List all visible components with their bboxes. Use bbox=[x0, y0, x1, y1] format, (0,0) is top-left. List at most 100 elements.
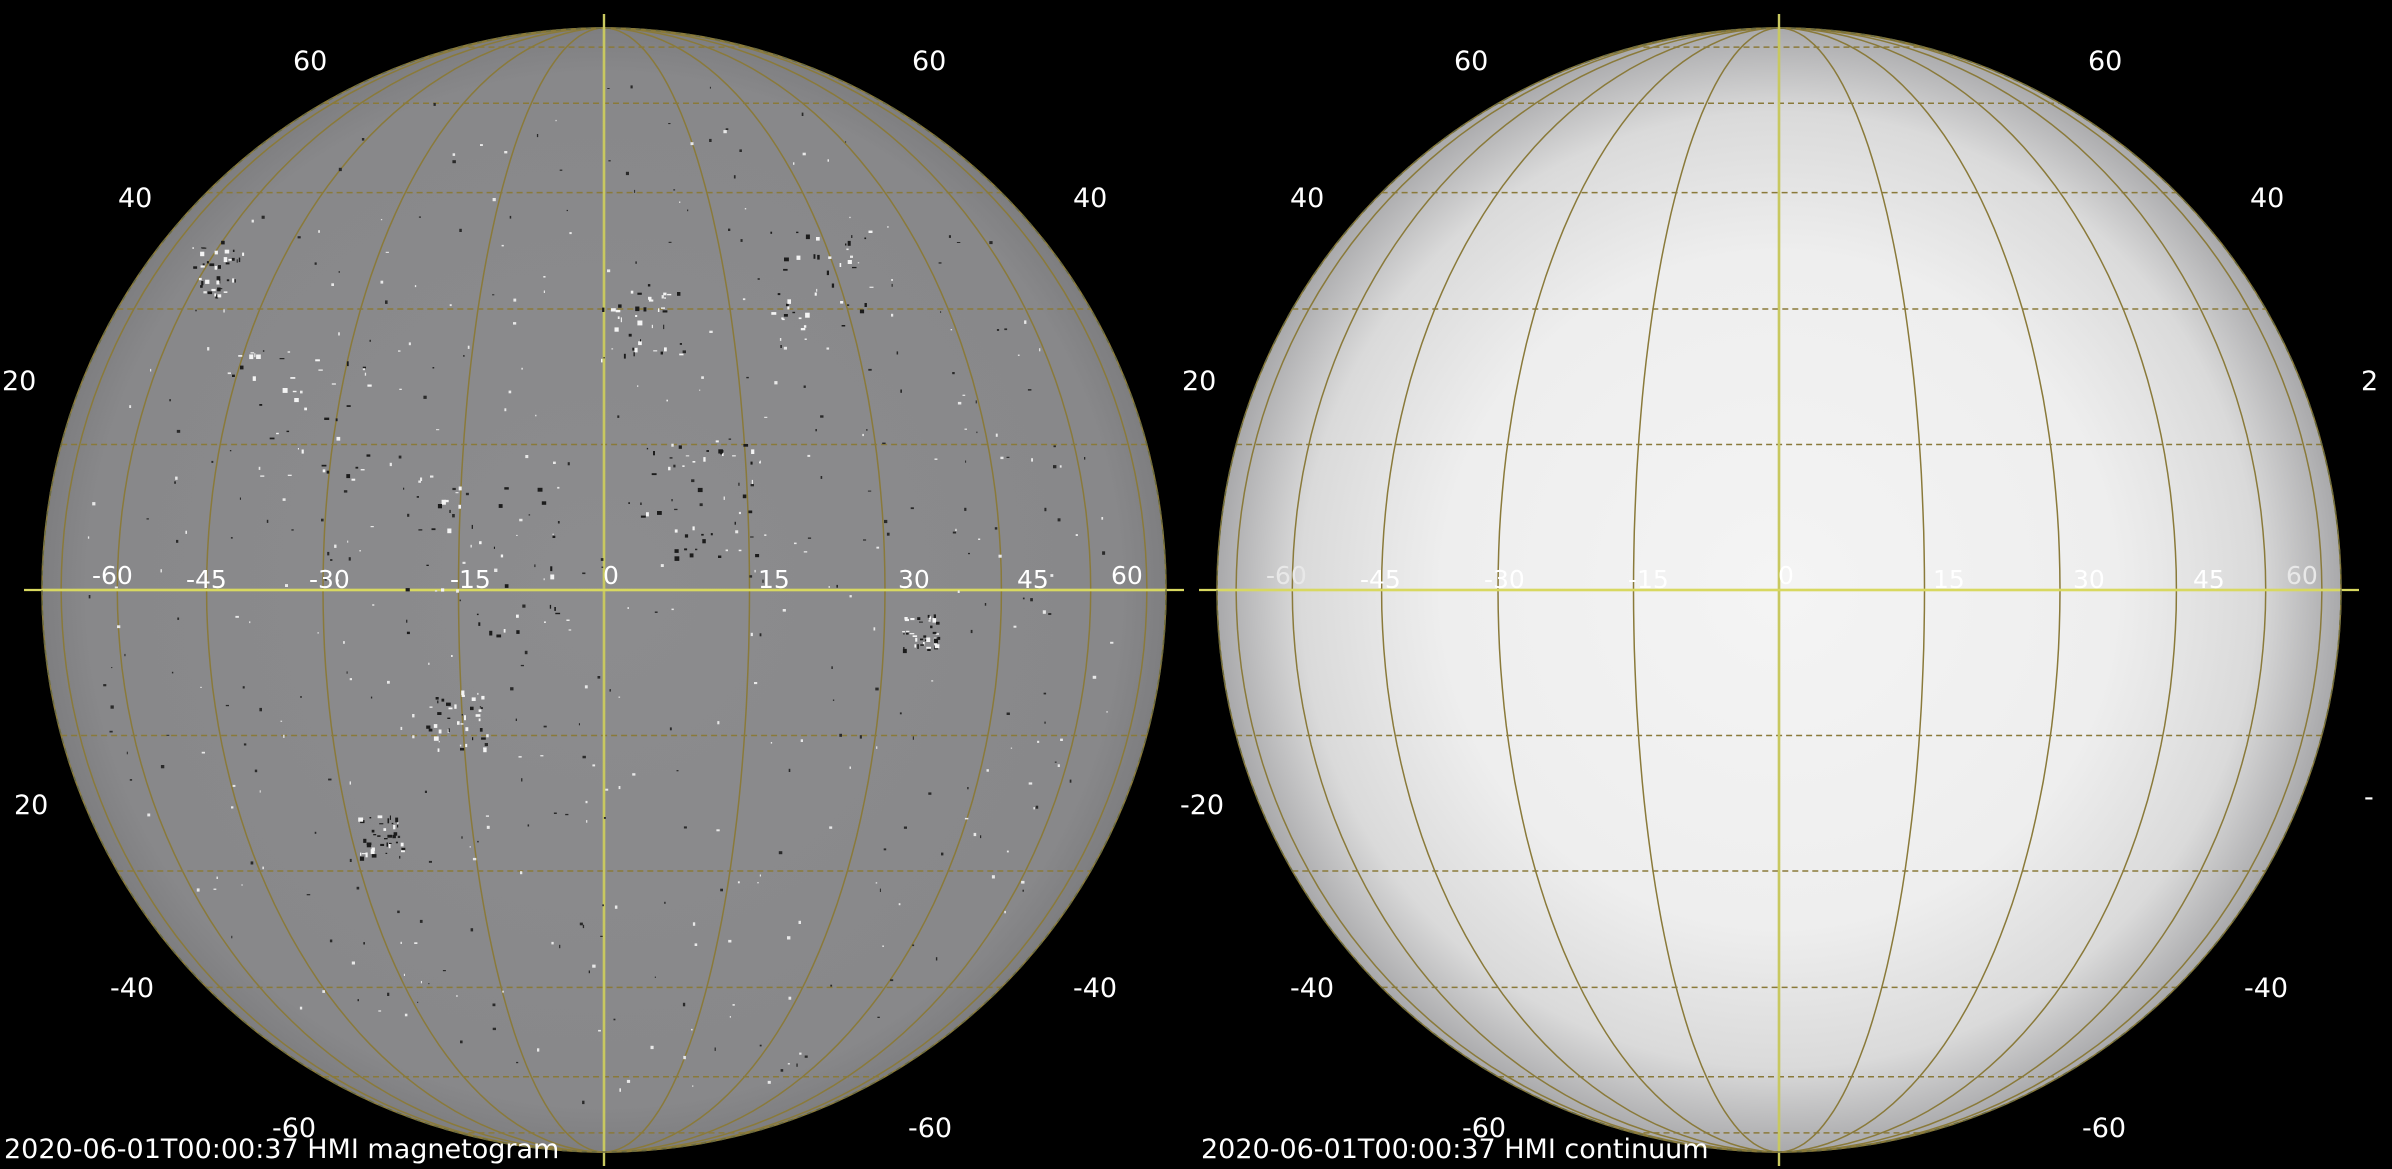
magnetic-feature bbox=[448, 707, 453, 710]
magnetic-feature bbox=[467, 345, 470, 349]
continuum-caption: 2020-06-01T00:00:37 HMI continuum bbox=[1201, 1134, 1709, 1165]
magnetic-feature bbox=[1044, 721, 1046, 724]
magnetic-feature bbox=[471, 697, 476, 701]
magnetic-feature bbox=[1075, 534, 1078, 536]
magnetic-feature bbox=[543, 276, 546, 278]
magnetic-feature bbox=[201, 751, 205, 754]
magnetic-feature bbox=[814, 292, 817, 296]
magnetic-feature bbox=[484, 743, 488, 747]
magnetic-feature bbox=[788, 768, 791, 772]
magnetic-feature bbox=[602, 307, 605, 312]
magnetic-feature bbox=[552, 535, 556, 538]
magnetic-feature bbox=[528, 514, 531, 516]
magnetic-feature bbox=[718, 555, 722, 558]
magnetic-feature bbox=[816, 237, 820, 241]
magnetic-feature bbox=[521, 367, 523, 370]
magnetic-feature bbox=[859, 735, 862, 739]
magnetic-feature bbox=[428, 728, 433, 732]
magnetic-feature bbox=[906, 632, 909, 635]
magnetic-feature bbox=[486, 734, 489, 738]
magnetic-feature bbox=[385, 251, 389, 253]
magnetic-feature bbox=[406, 631, 410, 635]
magnetic-feature bbox=[493, 546, 495, 549]
magnetic-feature bbox=[348, 557, 351, 561]
lon-label-minus30: -30 bbox=[309, 565, 350, 594]
magnetic-feature bbox=[637, 292, 642, 295]
magnetic-feature bbox=[815, 429, 817, 432]
magnetic-feature bbox=[437, 504, 442, 509]
magnetic-feature bbox=[648, 299, 654, 302]
magnetic-feature bbox=[989, 241, 993, 245]
magnetogram-coordinate-grid bbox=[24, 14, 1184, 1166]
magnetic-feature bbox=[697, 487, 703, 493]
magnetic-feature bbox=[465, 727, 469, 732]
magnetic-feature bbox=[646, 447, 649, 450]
magnetic-feature bbox=[150, 368, 152, 372]
magnetic-feature bbox=[405, 588, 410, 592]
magnetic-feature bbox=[1013, 625, 1017, 628]
magnetic-feature bbox=[1017, 354, 1020, 356]
magnetic-feature bbox=[321, 464, 327, 467]
magnetic-feature bbox=[214, 250, 218, 255]
magnetic-feature bbox=[1039, 348, 1041, 352]
magnetic-feature bbox=[847, 240, 851, 246]
magnetic-feature bbox=[914, 644, 917, 648]
magnetic-feature bbox=[1054, 761, 1057, 763]
magnetic-feature bbox=[940, 311, 942, 313]
magnetic-feature bbox=[318, 369, 323, 371]
magnetic-feature bbox=[794, 542, 797, 545]
magnetic-feature bbox=[952, 531, 957, 534]
magnetic-feature bbox=[934, 638, 938, 644]
magnetic-feature bbox=[635, 315, 638, 317]
magnetic-feature bbox=[300, 390, 303, 394]
magnetic-feature bbox=[395, 841, 398, 844]
magnetic-feature bbox=[462, 561, 466, 564]
magnetic-feature bbox=[876, 546, 880, 549]
magnetic-feature bbox=[584, 685, 588, 689]
magnetic-feature bbox=[318, 230, 320, 233]
magnetic-feature bbox=[673, 189, 676, 191]
magnetic-feature bbox=[321, 518, 324, 522]
magnetic-feature bbox=[801, 112, 804, 116]
magnetic-feature bbox=[964, 428, 967, 430]
magnetic-feature bbox=[615, 309, 621, 313]
magnetic-feature bbox=[625, 171, 629, 176]
magnetic-feature bbox=[682, 350, 686, 354]
magnetic-feature bbox=[964, 507, 967, 511]
magnetic-feature bbox=[146, 518, 149, 520]
magnetic-feature bbox=[544, 621, 546, 623]
magnetic-feature bbox=[238, 355, 243, 357]
magnetic-feature bbox=[242, 686, 245, 689]
magnetic-feature bbox=[955, 528, 957, 532]
lat-label-left-minus20: 20 bbox=[14, 790, 48, 821]
magnetic-feature bbox=[202, 247, 207, 249]
magnetic-feature bbox=[489, 630, 493, 636]
magnetic-feature bbox=[592, 964, 596, 968]
magnetic-feature bbox=[886, 532, 890, 536]
magnetic-feature bbox=[928, 620, 931, 622]
magnetic-feature bbox=[477, 692, 479, 695]
magnetic-feature bbox=[674, 529, 678, 533]
magnetic-feature bbox=[1110, 641, 1114, 644]
magnetic-feature bbox=[771, 312, 777, 315]
magnetic-feature bbox=[1035, 805, 1039, 809]
continuum-panel: 60 40 20 -20 -40 -60 60 40 2 - -40 -60 -… bbox=[1180, 14, 2378, 1166]
magnetic-feature bbox=[567, 462, 570, 466]
lon-label-45: 45 bbox=[1017, 565, 1049, 594]
magnetic-feature bbox=[478, 622, 481, 626]
magnetic-feature bbox=[931, 680, 934, 682]
magnetic-feature bbox=[600, 935, 603, 937]
magnetic-feature bbox=[1084, 457, 1086, 460]
magnetic-feature bbox=[796, 255, 801, 260]
magnetic-feature bbox=[129, 779, 133, 781]
lat-label-right-40: 40 bbox=[2250, 183, 2284, 214]
magnetic-feature bbox=[716, 829, 720, 832]
magnetic-feature bbox=[472, 857, 477, 861]
magnetic-feature bbox=[426, 725, 431, 729]
magnetic-feature bbox=[691, 1028, 693, 1031]
magnetic-feature bbox=[630, 85, 633, 89]
magnetic-feature bbox=[799, 1052, 802, 1055]
magnetic-feature bbox=[592, 764, 596, 767]
magnetic-feature bbox=[336, 436, 341, 441]
magnetic-feature bbox=[750, 461, 753, 465]
